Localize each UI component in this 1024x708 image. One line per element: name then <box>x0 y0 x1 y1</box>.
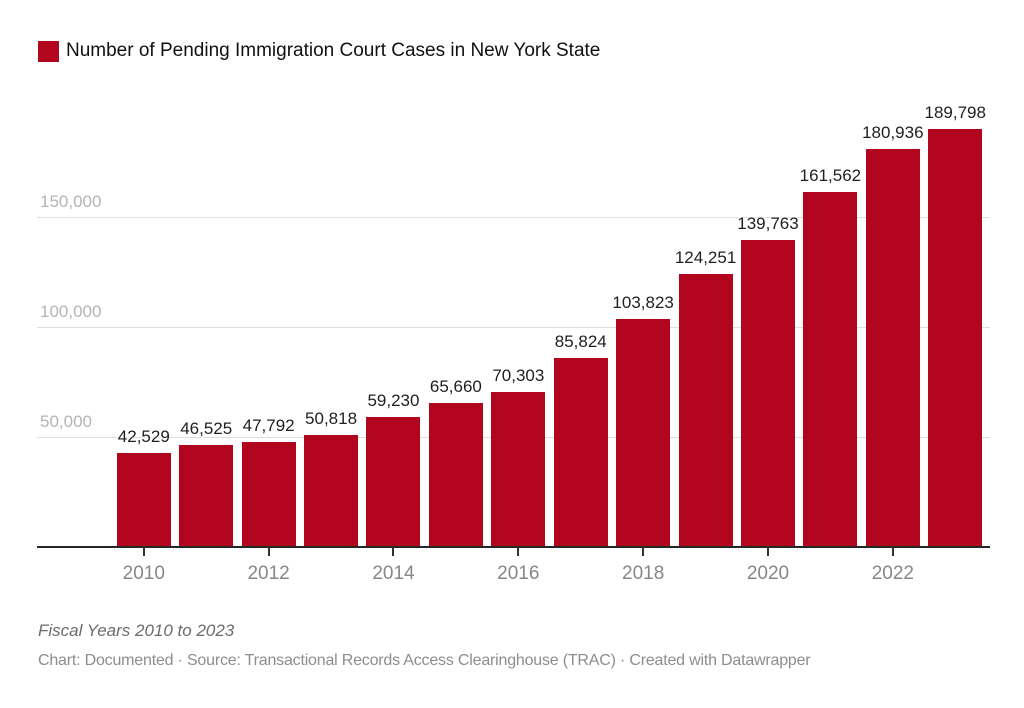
bar-value-label-2014: 59,230 <box>367 390 420 410</box>
bar-2022 <box>865 148 920 547</box>
x-axis-label-2016: 2016 <box>497 563 540 584</box>
bar-value-label-2016: 70,303 <box>492 366 545 386</box>
x-axis-tick-2016 <box>517 547 520 556</box>
bar-2011 <box>179 444 234 547</box>
bar-value-label-2017: 85,824 <box>554 332 607 352</box>
bar-2019 <box>678 273 733 547</box>
bar-2013 <box>304 435 359 547</box>
legend: Number of Pending Immigration Court Case… <box>38 40 600 62</box>
x-axis-label-2022: 2022 <box>871 563 914 584</box>
bar-value-label-2011: 46,525 <box>180 418 233 438</box>
chart-note: Fiscal Years 2010 to 2023 <box>38 621 235 640</box>
x-axis-label-2018: 2018 <box>622 563 665 584</box>
y-gridline-150000 <box>37 217 990 218</box>
bar-value-label-2022: 180,936 <box>862 122 924 142</box>
chart-title: Number of Pending Immigration Court Case… <box>66 40 601 61</box>
x-axis-tick-2014 <box>392 547 395 556</box>
bar-value-label-2013: 50,818 <box>305 409 358 429</box>
bar-2015 <box>428 402 483 547</box>
bar-2020 <box>741 239 795 547</box>
x-axis-label-2020: 2020 <box>746 563 790 584</box>
x-axis-label-2010: 2010 <box>122 563 165 584</box>
bar-value-label-2010: 42,529 <box>117 427 170 447</box>
x-axis-label-2012: 2012 <box>247 563 290 584</box>
bar-value-label-2021: 161,562 <box>799 165 862 185</box>
bar-2012 <box>241 441 296 547</box>
bar-value-label-2020: 139,763 <box>737 213 799 233</box>
bar-2014 <box>366 416 421 547</box>
bar-2021 <box>803 191 858 547</box>
x-axis-tick-2012 <box>267 547 270 556</box>
bar-value-label-2012: 47,792 <box>242 415 295 435</box>
x-axis-tick-2010 <box>142 547 145 556</box>
bar-value-label-2023: 189,798 <box>924 103 986 123</box>
legend-color-swatch <box>38 40 59 62</box>
bar-2023 <box>928 129 983 547</box>
x-axis-tick-2018 <box>642 547 645 556</box>
x-axis-line <box>37 546 990 548</box>
y-gridline-100000 <box>37 327 990 328</box>
bar-value-label-2015: 65,660 <box>429 376 482 396</box>
y-axis-label-50000: 50,000 <box>40 412 92 431</box>
bar-2018 <box>616 318 671 547</box>
y-axis-label-100000: 100,000 <box>40 302 102 321</box>
chart-attribution: Chart: Documented · Source: Transactiona… <box>38 652 811 669</box>
bar-2017 <box>553 358 608 547</box>
bar-2010 <box>116 453 171 547</box>
y-axis-label-150000: 150,000 <box>40 192 102 211</box>
bar-2016 <box>491 392 546 547</box>
x-axis-tick-2022 <box>891 547 894 556</box>
x-axis-tick-2020 <box>767 547 769 556</box>
bar-value-label-2018: 103,823 <box>612 292 674 312</box>
bar-value-label-2019: 124,251 <box>674 247 737 267</box>
x-axis-label-2014: 2014 <box>372 563 415 584</box>
